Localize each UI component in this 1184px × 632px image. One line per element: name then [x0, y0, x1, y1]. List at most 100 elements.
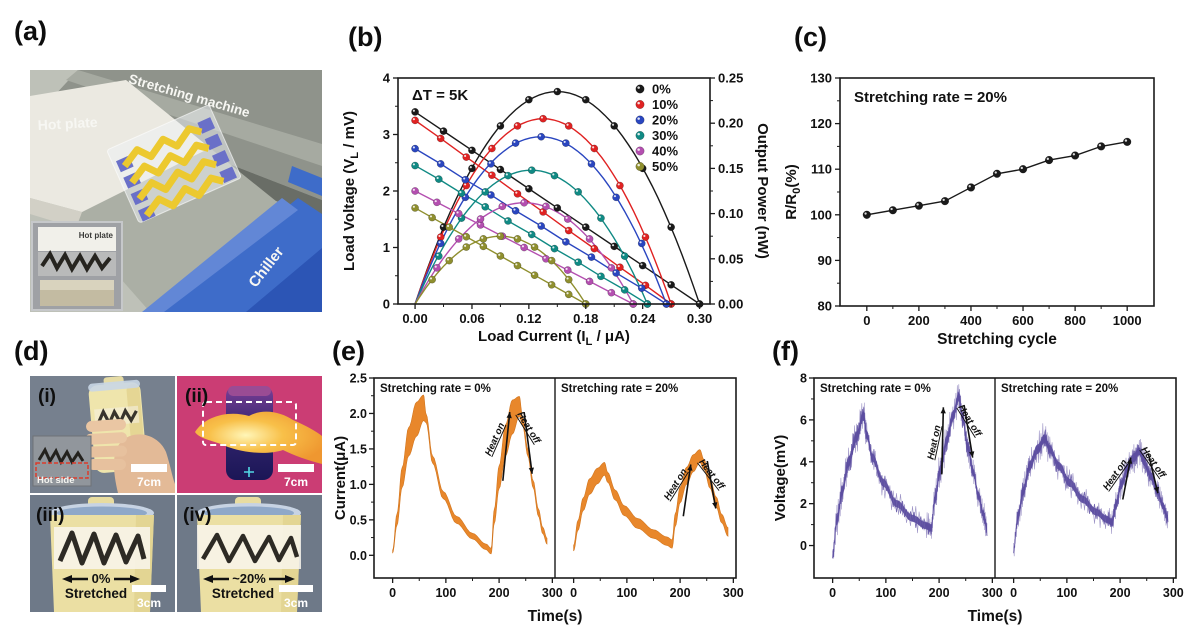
data-point-highlight	[469, 148, 472, 151]
inset-hot-plate-label: Hot plate	[79, 231, 114, 240]
data-point-highlight	[609, 265, 612, 268]
data-point-highlight	[639, 241, 642, 244]
data-point-highlight	[434, 265, 437, 268]
data-point	[513, 261, 522, 270]
data-point-highlight	[637, 86, 640, 89]
data-point	[550, 171, 559, 180]
y-axis-title: Load Voltage (VL / mV)	[341, 111, 361, 271]
data-point-highlight	[529, 232, 532, 235]
data-point-highlight	[412, 205, 415, 208]
panel-c-label: (c)	[794, 22, 827, 52]
y2-tick-label: 0.25	[718, 71, 743, 86]
data-point	[1123, 137, 1132, 146]
heat-annotation: Heat on	[926, 424, 944, 461]
photo-i-tag: (i)	[38, 386, 56, 407]
annotation-arrowhead	[969, 451, 975, 458]
stretch-value: 0%	[92, 571, 111, 586]
data-point-highlight	[478, 222, 481, 225]
data-point	[587, 160, 596, 168]
data-point	[487, 160, 495, 168]
x-tick-label: 600	[1012, 313, 1034, 328]
y-tick-label: 4	[383, 71, 391, 86]
data-point-highlight	[637, 148, 640, 151]
x-tick-label: 800	[1064, 313, 1086, 328]
legend-item: 10%	[652, 97, 678, 112]
data-point	[574, 258, 583, 267]
data-point-highlight	[438, 136, 441, 139]
annotation-arrow	[502, 411, 511, 481]
left-arrow-icon	[203, 575, 213, 583]
y-axis-title: Voltage(mV)	[772, 435, 789, 521]
data-point	[992, 169, 1002, 178]
inset-hotplate-face	[38, 227, 116, 251]
data-point	[457, 189, 466, 198]
data-point	[940, 196, 950, 206]
data-point-highlight	[643, 283, 646, 286]
annotation-arrow	[1121, 457, 1132, 500]
data-point	[411, 116, 419, 125]
data-point-highlight	[464, 183, 467, 186]
x-tick-label: 0	[1010, 586, 1017, 600]
subplot-label: Stretching rate = 0%	[380, 383, 491, 395]
data-point	[563, 266, 572, 274]
data-point	[637, 239, 646, 248]
legend-item: 20%	[652, 113, 678, 128]
y2-tick-label: 0.15	[718, 161, 743, 176]
data-point	[607, 263, 616, 272]
data-point-highlight	[566, 292, 569, 295]
data-point	[1018, 165, 1028, 174]
data-point-highlight	[515, 263, 518, 266]
delta-t-annotation: ΔT = 5K	[412, 87, 468, 104]
data-point-highlight	[526, 186, 529, 189]
data-point-highlight	[515, 236, 518, 239]
data-point	[496, 122, 505, 130]
data-point-highlight	[639, 285, 642, 289]
scale-bar	[278, 464, 314, 472]
data-point-highlight	[438, 161, 441, 164]
data-point-highlight	[532, 272, 535, 276]
data-point-highlight	[864, 212, 867, 215]
data-point	[411, 108, 419, 116]
data-point-highlight	[412, 109, 415, 112]
photo-iii: 0% Stretched 3cm (iii)	[30, 495, 175, 612]
data-point	[504, 171, 512, 180]
stretch-value: ~20%	[232, 571, 266, 586]
data-point	[481, 202, 490, 211]
chart-resistance-cycles: 0 200 400 600 800 1000 80 90 100 110 120 130 Stretch…	[783, 71, 1155, 348]
data-point-highlight	[500, 204, 503, 207]
data-point-highlight	[469, 166, 472, 169]
data-point-highlight	[521, 245, 525, 248]
data-point	[638, 261, 647, 270]
data-point-highlight	[566, 228, 569, 231]
data-point-highlight	[565, 267, 568, 271]
y-tick-label: 2.0	[350, 407, 367, 421]
hot-plate-edge	[30, 198, 82, 228]
data-point-highlight	[436, 176, 439, 180]
data-point-highlight	[617, 265, 620, 268]
data-point-highlight	[412, 118, 415, 121]
subplot-0	[832, 384, 988, 560]
stretch-word: Stretched	[65, 586, 127, 601]
voltage-noise-spikes	[1013, 423, 1169, 557]
x-tick-label: 0	[570, 586, 577, 600]
data-point-highlight	[942, 198, 945, 202]
annotation-arrow	[940, 407, 945, 475]
data-point-highlight	[613, 270, 617, 273]
data-point	[479, 242, 488, 251]
data-point	[504, 217, 512, 225]
x-tick-label: 200	[670, 586, 691, 600]
data-point	[539, 114, 547, 123]
inset-metal-highlight	[40, 280, 114, 290]
plot-frame	[839, 77, 1155, 307]
data-point-highlight	[489, 146, 492, 149]
data-point-highlight	[429, 277, 433, 280]
y-tick-label: 120	[810, 116, 832, 131]
data-point	[468, 146, 476, 155]
data-point-highlight	[488, 192, 491, 195]
data-point	[585, 235, 594, 243]
data-point	[511, 206, 520, 215]
thermal-hand	[195, 411, 322, 464]
y-tick-label: 2.5	[350, 372, 367, 386]
device-zigzag	[57, 530, 147, 566]
